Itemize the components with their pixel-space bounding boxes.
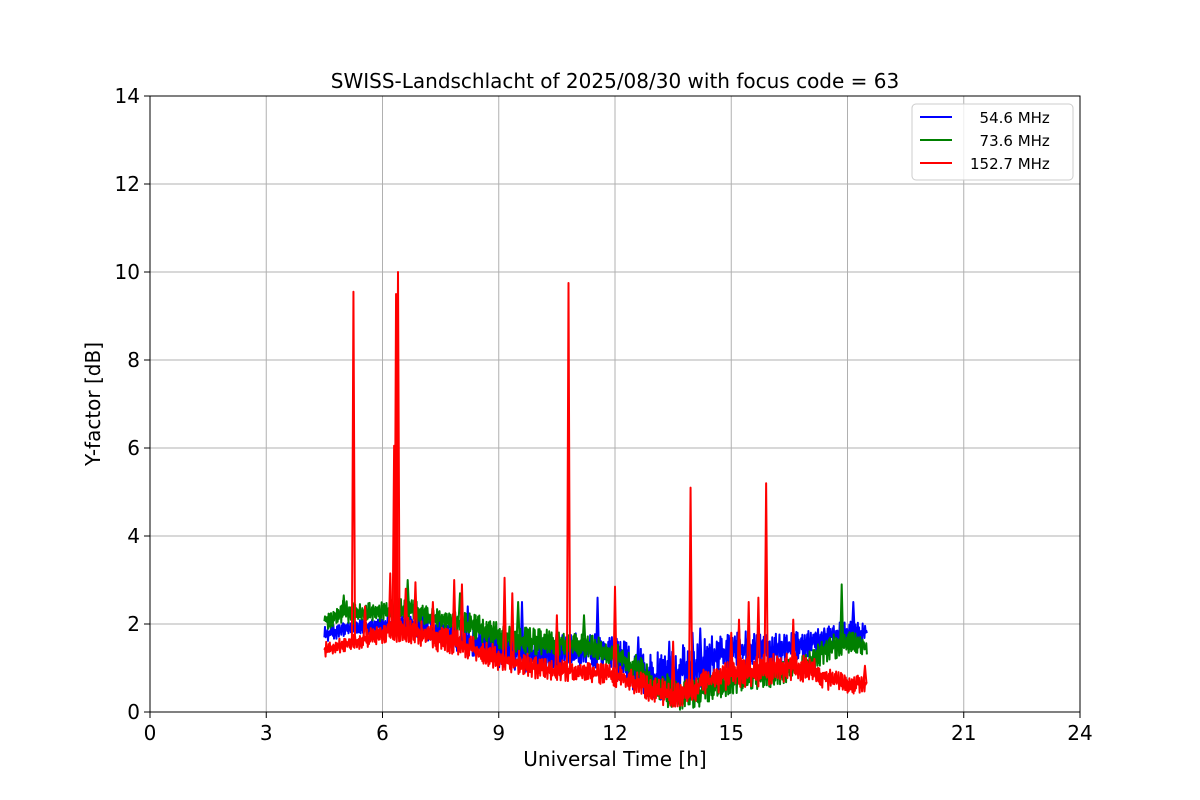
series-spike [666, 640, 672, 686]
series-spike [554, 614, 560, 673]
series-2 [323, 271, 868, 708]
series-spike [341, 594, 347, 616]
series-spike [728, 631, 734, 677]
x-tick-label: 21 [951, 721, 976, 745]
series-spike [451, 579, 457, 645]
series-spike [502, 576, 508, 661]
series-spike [790, 618, 796, 671]
x-tick-label: 6 [376, 721, 389, 745]
series-layer [323, 271, 868, 711]
series-spike [755, 596, 761, 674]
legend-box [911, 103, 1074, 181]
series-line [323, 616, 868, 708]
x-tick-label: 0 [144, 721, 157, 745]
series-spike [412, 581, 418, 634]
series-spike [395, 271, 401, 632]
y-tick-label: 14 [115, 84, 140, 108]
legend: 54.6 MHz 73.6 MHz 152.7 MHz [911, 103, 1074, 181]
y-tick-label: 8 [127, 348, 140, 372]
series-spike [763, 482, 769, 673]
y-tick-label: 0 [127, 700, 140, 724]
series-spike [350, 290, 356, 644]
series-spike [862, 664, 868, 684]
legend-label: 73.6 MHz [970, 132, 1050, 150]
series-spike [565, 282, 572, 674]
series-spike [736, 618, 742, 676]
series-spike [403, 587, 409, 632]
series-spike [581, 614, 587, 647]
series-spike [509, 592, 515, 663]
x-axis-label: Universal Time [h] [523, 747, 706, 771]
y-tick-label: 12 [115, 172, 140, 196]
series-spike [688, 486, 694, 691]
series-spike [821, 627, 827, 644]
x-tick-label: 9 [492, 721, 505, 745]
legend-label: 54.6 MHz [970, 109, 1050, 127]
series-spike [430, 601, 436, 640]
series-spike [459, 583, 465, 647]
y-axis-label: Y-factor [dB] [81, 342, 105, 467]
series-spike [612, 585, 618, 677]
x-tick-label: 15 [719, 721, 744, 745]
y-tick-label: 10 [115, 260, 140, 284]
x-tick-label: 18 [835, 721, 860, 745]
series-spike [670, 640, 676, 697]
series-spike [746, 601, 752, 675]
y-tick-label: 6 [127, 436, 140, 460]
series-spike [515, 601, 521, 642]
x-tick-label: 3 [260, 721, 273, 745]
x-tick-label: 24 [1067, 721, 1092, 745]
chart-title: SWISS-Landschlacht of 2025/08/30 with fo… [331, 69, 899, 93]
series-spike [387, 572, 393, 634]
x-tick-label: 12 [602, 721, 627, 745]
y-tick-label: 4 [127, 524, 140, 548]
series-spike [839, 583, 845, 649]
series-spike [362, 605, 368, 641]
y-tick-label: 2 [127, 612, 140, 636]
legend-label: 152.7 MHz [970, 155, 1050, 173]
series-spike [697, 627, 703, 673]
series-spike [850, 601, 856, 637]
